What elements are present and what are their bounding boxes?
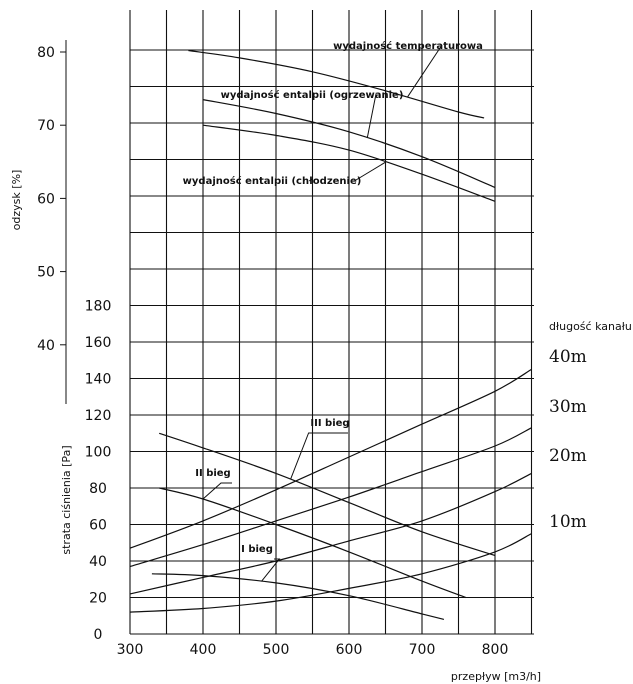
x-tick-label: 800 — [482, 642, 509, 658]
grid — [129, 10, 534, 635]
fan-curve-1 — [159, 432, 496, 557]
recovery-leader-2 — [366, 93, 377, 139]
recovery-label-1: wydajność temperaturowa — [333, 40, 483, 52]
x-tick-label: 500 — [263, 642, 290, 658]
duct-curve-3 — [129, 472, 532, 595]
fan-label-3: I bieg — [241, 544, 273, 555]
duct-legend-title: długość kanału — [549, 320, 632, 333]
fan-label-1: III bieg — [310, 418, 349, 429]
fan-leader-2 — [202, 482, 232, 500]
labels: wydajność temperaturowa wydajność entalpi… — [183, 40, 632, 582]
duct-curve-1 — [129, 368, 532, 549]
x-tick-label: 700 — [409, 642, 436, 658]
y-tick-label-recovery: 40 — [37, 338, 55, 354]
x-tick-label: 300 — [117, 642, 144, 658]
duct-label-4: 10m — [549, 512, 587, 532]
y-tick-label-pressure: 100 — [85, 445, 112, 461]
x-axis-title: przepływ [m3/h] — [451, 670, 541, 683]
fan-label-2: II bieg — [195, 468, 230, 479]
fan-leader-1 — [290, 432, 348, 480]
y-tick-label-recovery: 50 — [37, 265, 55, 281]
y-tick-label-pressure: 20 — [89, 591, 107, 607]
y-tick-label-pressure: 40 — [89, 554, 107, 570]
recovery-curve-2 — [202, 99, 496, 188]
duct-curve-2 — [129, 427, 532, 568]
x-tick-label: 600 — [336, 642, 363, 658]
curves — [129, 49, 532, 620]
y-tick-label-recovery: 80 — [37, 45, 55, 61]
y-tick-label-pressure: 80 — [89, 481, 107, 497]
y-tick-label-pressure: 140 — [85, 372, 112, 388]
duct-label-1: 40m — [549, 347, 587, 367]
duct-curve-4 — [129, 533, 532, 613]
y-tick-label-recovery: 70 — [37, 118, 55, 134]
recovery-leader-1 — [406, 44, 443, 98]
y-tick-label-pressure: 180 — [85, 299, 112, 315]
y-axis-title-recovery: odzysk [%] — [10, 170, 23, 231]
y-tick-label-recovery: 60 — [37, 191, 55, 207]
y-tick-label-pressure: 60 — [89, 518, 107, 534]
duct-label-2: 30m — [549, 397, 587, 417]
y-tick-label-pressure: 160 — [85, 335, 112, 351]
recovery-label-2: wydajność entalpii (ogrzewanie) — [221, 89, 404, 101]
y-axis-title-pressure: strata ciśnienia [Pa] — [60, 445, 73, 554]
duct-label-3: 20m — [549, 446, 587, 466]
recovery-curve-1 — [188, 49, 485, 119]
y-tick-label-pressure: 120 — [85, 408, 112, 424]
y-tick-label-pressure: 0 — [94, 627, 103, 643]
x-tick-label: 400 — [190, 642, 217, 658]
recovery-curve-3 — [202, 124, 496, 202]
recovery-label-3: wydajność entalpii (chłodzenie) — [183, 175, 362, 187]
recovery-leader-3 — [355, 161, 386, 181]
fan-leader-3 — [261, 558, 281, 582]
fan-curve-2 — [159, 487, 467, 599]
fan-curve-3 — [151, 573, 445, 620]
